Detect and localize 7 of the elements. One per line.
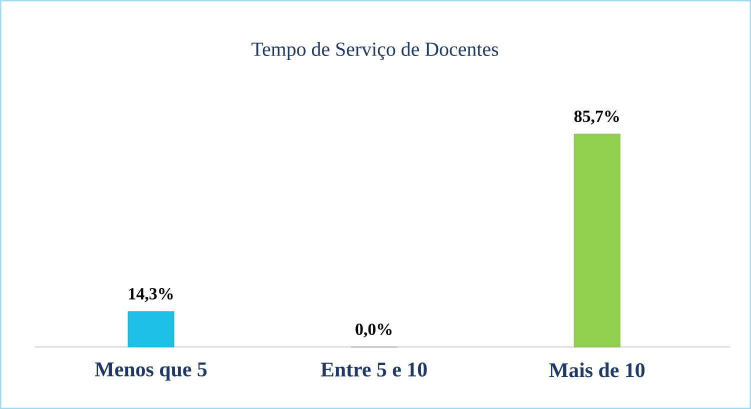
data-label: 0,0% <box>356 324 392 338</box>
chart-title: Tempo de Serviço de Docentes <box>252 42 498 60</box>
data-label: 14,3% <box>129 288 173 302</box>
x-tick-label: Mais de 10 <box>549 362 645 378</box>
data-label: 85,7% <box>574 110 619 124</box>
x-tick-label: Entre 5 e 10 <box>320 362 427 377</box>
x-tick-label: Menos que 5 <box>94 362 207 381</box>
